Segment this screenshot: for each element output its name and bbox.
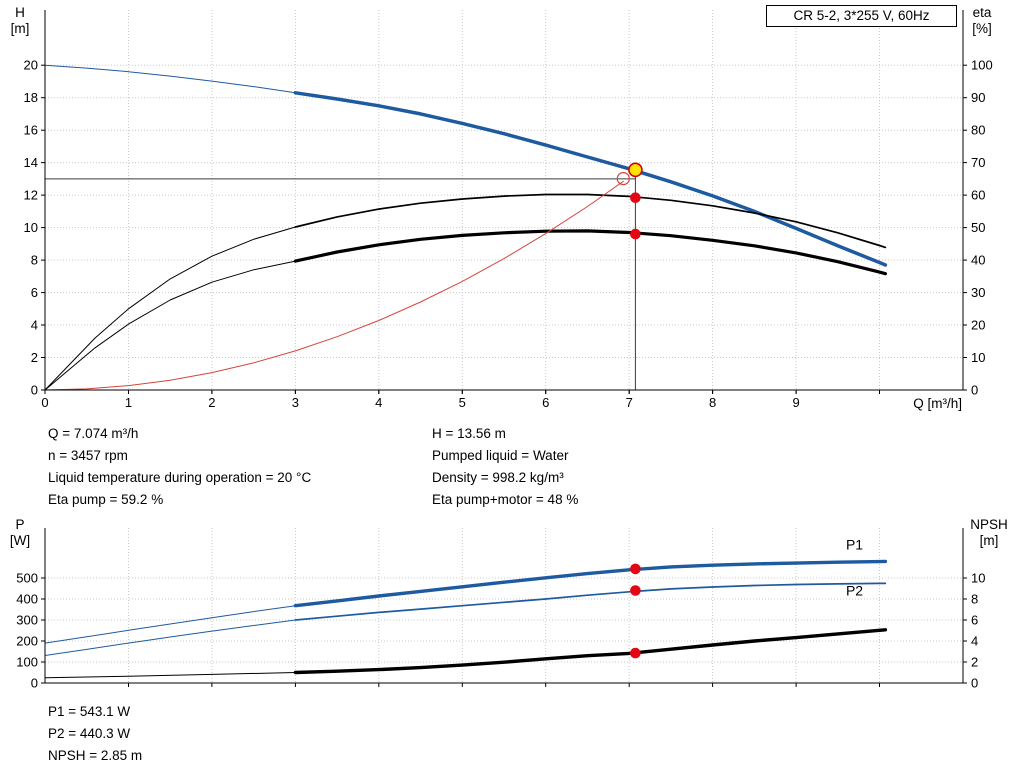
power-npsh-chart[interactable]: 0 100 200 300 400 500 0 2 4 6 8 10 P1 P2 [0, 515, 1024, 715]
p1-readout: P1 = 543.1 W [48, 704, 131, 719]
eta-pump-motor-curve [293, 229, 887, 276]
npsh-axis-header: NPSH [m] [956, 517, 1022, 549]
npsh-low-flow [44, 672, 296, 679]
axis-header-line: eta [972, 5, 992, 20]
npsh-duty-point[interactable] [630, 647, 641, 659]
x-axis-tick-label: 8 [709, 395, 716, 410]
y-axis-left-tick-label: 18 [24, 90, 38, 105]
y-axis-right-tick-label: 80 [971, 123, 985, 138]
y-axis-left-tick-label: 300 [16, 613, 38, 628]
eta-pump-motor-readout: Eta pump+motor = 48 % [432, 492, 579, 507]
y-axis-right-tick-label: 4 [971, 634, 978, 649]
y-axis-right-tick-label: 10 [971, 571, 985, 586]
axis-header-line: [W] [9, 533, 31, 548]
flow-readout: Q = 7.074 m³/h [48, 426, 139, 441]
y-axis-right-tick-label: 100 [971, 58, 993, 73]
eta-pump-motor-low-flow [44, 260, 296, 391]
axis-header-line: P [15, 517, 25, 532]
y-axis-right-tick-label: 2 [971, 655, 978, 670]
x-axis-tick-label: 7 [626, 395, 633, 410]
axis-header-line: NPSH [970, 517, 1008, 532]
eta-pump-low-flow [44, 226, 296, 391]
system-curve [44, 180, 624, 391]
x-axis-tick-label: 3 [292, 395, 299, 410]
y-axis-left-tick-label: 20 [24, 58, 38, 73]
p2-curve [294, 582, 887, 621]
y-axis-left-tick-label: 8 [31, 253, 38, 268]
y-axis-right-tick-label: 40 [971, 253, 985, 268]
p1-low-flow [44, 605, 296, 644]
x-axis-tick-label: 9 [792, 395, 799, 410]
x-axis-tick-label: 4 [375, 395, 382, 410]
y-axis-left-tick-label: 6 [31, 285, 38, 300]
pumped-liquid-readout: Pumped liquid = Water [432, 448, 569, 463]
duty-info-column-1: Q = 7.074 m³/h n = 3457 rpm Liquid tempe… [48, 423, 311, 511]
y-axis-right-tick-label: 10 [971, 350, 985, 365]
y-axis-left-tick-label: 12 [24, 188, 38, 203]
p2-duty-point[interactable] [630, 585, 641, 596]
pump-curve [293, 91, 888, 267]
y-axis-right-tick-label: 6 [971, 613, 978, 628]
npsh-readout: NPSH = 2.85 m [48, 748, 143, 763]
p2-low-flow [44, 619, 296, 656]
p2-curve-label: P2 [846, 583, 863, 599]
duty-point[interactable] [628, 162, 643, 178]
p-axis-header: P [W] [0, 517, 40, 549]
x-axis-tick-label: 5 [459, 395, 466, 410]
eta-pump-curve [294, 193, 887, 249]
y-axis-right-tick-label: 0 [971, 383, 978, 398]
y-axis-right-tick-label: 50 [971, 220, 985, 235]
y-axis-right-tick-label: 20 [971, 318, 985, 333]
y-axis-left-tick-label: 10 [24, 220, 38, 235]
liquid-temperature-readout: Liquid temperature during operation = 20… [48, 470, 312, 485]
p1-duty-point[interactable] [630, 563, 641, 575]
duty-info-column-2: H = 13.56 m Pumped liquid = Water Densit… [432, 423, 578, 511]
x-axis-tick-label: 0 [41, 395, 48, 410]
x-axis-tick-label: 1 [125, 395, 132, 410]
x-axis-tick-label: 6 [542, 395, 549, 410]
x-axis-tick-label: 2 [208, 395, 215, 410]
q-axis-header: Q [m³/h] [913, 396, 962, 411]
pump-curve-low-flow [44, 64, 296, 94]
y-axis-left-tick-label: 0 [31, 383, 38, 398]
y-axis-left-tick-label: 14 [24, 155, 38, 170]
hq-eta-chart[interactable]: 0246810121416182001020304050607080901000… [0, 0, 1024, 430]
y-axis-left-tick-label: 200 [16, 634, 38, 649]
axis-header-line: [m] [10, 21, 30, 36]
npsh-curve [293, 628, 888, 675]
head-readout: H = 13.56 m [432, 426, 506, 441]
y-axis-right-tick-label: 70 [971, 155, 985, 170]
y-axis-left-tick-label: 400 [16, 592, 38, 607]
y-axis-left-tick-label: 2 [31, 350, 38, 365]
y-axis-right-tick-label: 30 [971, 285, 985, 300]
p1-curve [293, 559, 888, 608]
pump-designation-box: CR 5-2, 3*255 V, 60Hz [766, 5, 957, 27]
y-axis-right-tick-label: 0 [971, 676, 978, 691]
speed-readout: n = 3457 rpm [48, 448, 128, 463]
eta-pump-readout: Eta pump = 59.2 % [48, 492, 164, 507]
p1-curve-label: P1 [846, 536, 863, 552]
crosshair-marker[interactable] [616, 172, 630, 186]
h-axis-header: H [m] [0, 5, 40, 37]
y-axis-left-tick-label: 100 [16, 655, 38, 670]
axis-header-line: H [15, 5, 25, 20]
axis-header-line: [m] [979, 533, 999, 548]
y-axis-left-tick-label: 0 [31, 676, 38, 691]
axis-header-line: [%] [972, 21, 992, 36]
eta-axis-header: eta [%] [958, 5, 1006, 37]
power-info-column: P1 = 543.1 W P2 = 440.3 W NPSH = 2.85 m [48, 701, 142, 767]
eta-pump-motor-duty-point[interactable] [630, 228, 641, 240]
y-axis-left-tick-label: 4 [31, 318, 38, 333]
y-axis-right-tick-label: 60 [971, 188, 985, 203]
y-axis-left-tick-label: 16 [24, 123, 38, 138]
y-axis-left-tick-label: 500 [16, 571, 38, 586]
y-axis-right-tick-label: 90 [971, 90, 985, 105]
eta-pump-duty-point[interactable] [630, 192, 641, 203]
density-readout: Density = 998.2 kg/m³ [432, 470, 564, 485]
p2-readout: P2 = 440.3 W [48, 726, 131, 741]
y-axis-right-tick-label: 8 [971, 592, 978, 607]
